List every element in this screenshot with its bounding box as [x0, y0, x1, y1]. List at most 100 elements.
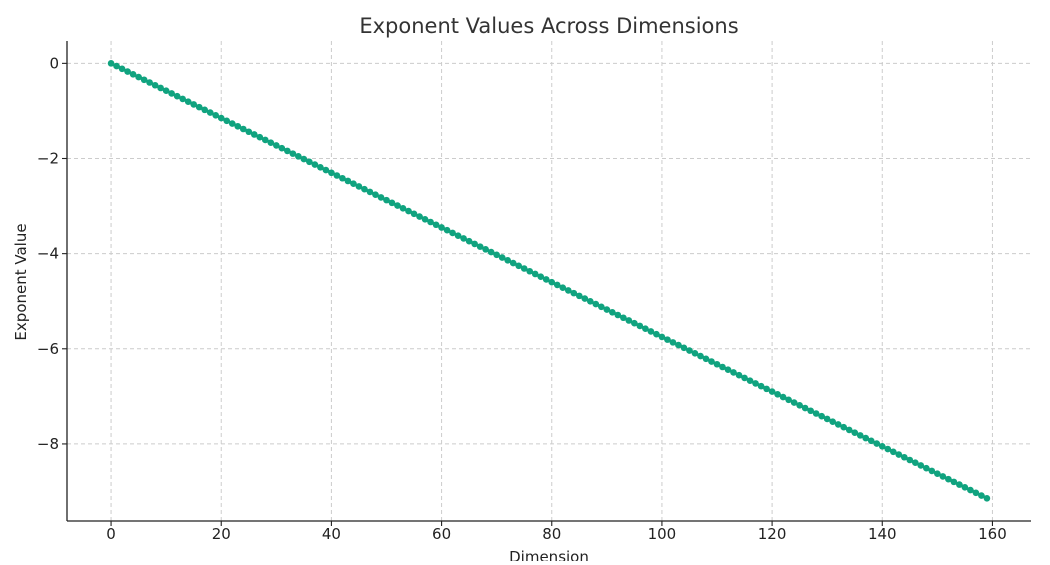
data-point: [680, 344, 688, 352]
data-point: [284, 147, 291, 155]
x-tick-label: 20: [212, 525, 231, 543]
data-point: [669, 339, 677, 346]
data-point: [245, 128, 253, 136]
data-point: [807, 407, 814, 415]
y-axis-ticks: 0 −2 −4 −6 −8: [37, 54, 67, 453]
y-axis-label: Exponent Value: [12, 223, 30, 340]
data-point: [708, 358, 715, 365]
data-point: [735, 371, 743, 379]
data-point: [328, 169, 335, 177]
data-point: [355, 183, 363, 190]
data-point: [961, 484, 969, 491]
data-point: [206, 109, 214, 116]
data-point: [901, 453, 908, 461]
data-point: [179, 95, 186, 103]
data-point: [675, 341, 682, 349]
data-point: [454, 232, 462, 239]
data-point: [295, 153, 302, 160]
data-point: [752, 380, 759, 387]
data-point: [812, 410, 820, 417]
data-point: [801, 404, 809, 412]
data-point: [895, 451, 903, 458]
data-point: [889, 448, 897, 456]
data-point: [234, 122, 242, 130]
x-tick-label: 40: [322, 525, 341, 543]
data-point: [493, 251, 500, 259]
chart-title: Exponent Values Across Dimensions: [359, 14, 738, 38]
data-point: [878, 443, 886, 450]
data-point: [460, 235, 467, 242]
data-point: [867, 437, 875, 445]
data-point: [377, 194, 385, 201]
data-point: [691, 350, 699, 357]
series-markers: [107, 60, 991, 502]
data-point: [829, 418, 836, 425]
data-point: [135, 73, 142, 81]
data-point: [757, 382, 765, 390]
data-point: [394, 202, 401, 209]
data-point: [620, 314, 627, 322]
data-point: [906, 456, 914, 464]
data-point: [553, 281, 561, 289]
data-point: [366, 188, 374, 196]
x-tick-label: 160: [978, 525, 1007, 543]
data-point: [515, 262, 522, 270]
data-point: [443, 226, 451, 234]
data-point: [118, 65, 126, 73]
data-point: [300, 155, 308, 163]
data-point: [388, 199, 396, 207]
data-point: [598, 303, 605, 311]
data-point: [636, 322, 644, 330]
data-point: [157, 84, 164, 92]
data-point: [162, 87, 170, 95]
x-tick-label: 140: [868, 525, 897, 543]
y-tick-label: −4: [37, 245, 59, 263]
data-point: [383, 196, 390, 204]
data-point: [350, 180, 357, 188]
data-point: [151, 81, 159, 89]
data-point: [273, 142, 280, 149]
data-point: [416, 213, 423, 220]
y-tick-label: 0: [49, 54, 59, 72]
x-tick-label: 60: [432, 525, 451, 543]
data-point: [972, 489, 980, 497]
data-point: [344, 177, 352, 185]
data-point: [311, 161, 319, 168]
data-point: [322, 166, 330, 174]
x-tick-label: 80: [542, 525, 561, 543]
data-point: [449, 229, 456, 237]
data-point: [592, 300, 600, 308]
data-point: [339, 174, 346, 182]
data-point: [306, 158, 313, 166]
data-point: [317, 164, 324, 171]
data-point: [146, 79, 153, 86]
data-point: [730, 369, 737, 376]
axes: [66, 41, 1031, 522]
data-point: [934, 470, 941, 477]
data-point: [333, 172, 341, 179]
data-point: [526, 267, 534, 275]
data-point: [631, 319, 638, 327]
data-point: [129, 71, 137, 78]
data-point: [262, 136, 269, 144]
data-point: [537, 273, 545, 281]
data-point: [239, 125, 247, 133]
data-point: [790, 399, 798, 406]
data-point: [873, 440, 881, 447]
data-point: [195, 103, 203, 111]
data-point: [840, 423, 848, 431]
data-point: [223, 117, 231, 125]
data-point: [785, 396, 792, 404]
data-point: [686, 347, 693, 354]
data-point: [581, 295, 589, 302]
x-axis-ticks: 0 20 40 60 80 100 120 140 160: [106, 521, 1007, 543]
data-point: [212, 112, 220, 119]
data-point: [967, 486, 974, 494]
data-point: [576, 292, 583, 300]
data-point: [487, 248, 495, 256]
series-exponent-values: [107, 60, 991, 502]
data-point: [498, 254, 506, 261]
x-tick-label: 100: [648, 525, 677, 543]
